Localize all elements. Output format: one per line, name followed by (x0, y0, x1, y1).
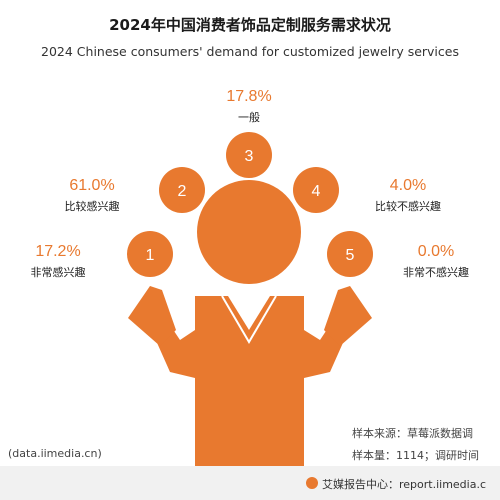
person-illustration (128, 180, 372, 470)
value-label-5: 0.0% (418, 243, 454, 260)
bubble-1 (127, 231, 173, 277)
category-label-4: 比较不感兴趣 (375, 199, 441, 213)
category-label-1: 非常感兴趣 (31, 265, 86, 279)
person-left-hand (128, 286, 176, 346)
person-right-hand (324, 286, 372, 346)
person-collar-trim (221, 295, 277, 344)
category-label-5: 非常不感兴趣 (403, 265, 469, 279)
category-label-2: 比较感兴趣 (65, 199, 120, 213)
chart-subtitle: 2024 Chinese consumers' demand for custo… (41, 44, 459, 59)
person-collar (228, 296, 270, 330)
bubble-number-3: 3 (245, 148, 254, 165)
chart-title: 2024年中国消费者饰品定制服务需求状况 (109, 16, 391, 34)
footer-bar (0, 466, 500, 500)
person-head (197, 180, 301, 284)
category-label-3: 一般 (238, 111, 260, 124)
sample-source-text: 样本来源：草莓派数据调 (352, 427, 473, 440)
bubble-number-5: 5 (346, 247, 355, 264)
bubble-5 (327, 231, 373, 277)
person-body (144, 296, 356, 470)
bubble-3 (226, 132, 272, 178)
bubble-number-4: 4 (312, 183, 321, 200)
bubble-number-2: 2 (178, 183, 187, 200)
sample-size-text: 样本量：1114；调研时间 (352, 449, 479, 462)
value-label-3: 17.8% (226, 88, 271, 105)
data-source-url: (data.iimedia.cn) (8, 447, 102, 460)
iimedia-logo-icon (306, 477, 318, 489)
footer-text: 艾媒报告中心：report.iimedia.c (322, 478, 487, 491)
value-label-1: 17.2% (35, 243, 80, 260)
bubble-4 (293, 167, 339, 213)
bubbles-group: 1 2 3 4 5 (127, 132, 373, 277)
value-label-2: 61.0% (69, 177, 114, 194)
bubble-number-1: 1 (146, 247, 155, 264)
labels-group: 17.2% 非常感兴趣 61.0% 比较感兴趣 17.8% 一般 4.0% 比较不感兴趣 0.0… (31, 88, 470, 279)
bubble-2 (159, 167, 205, 213)
value-label-4: 4.0% (390, 177, 426, 194)
